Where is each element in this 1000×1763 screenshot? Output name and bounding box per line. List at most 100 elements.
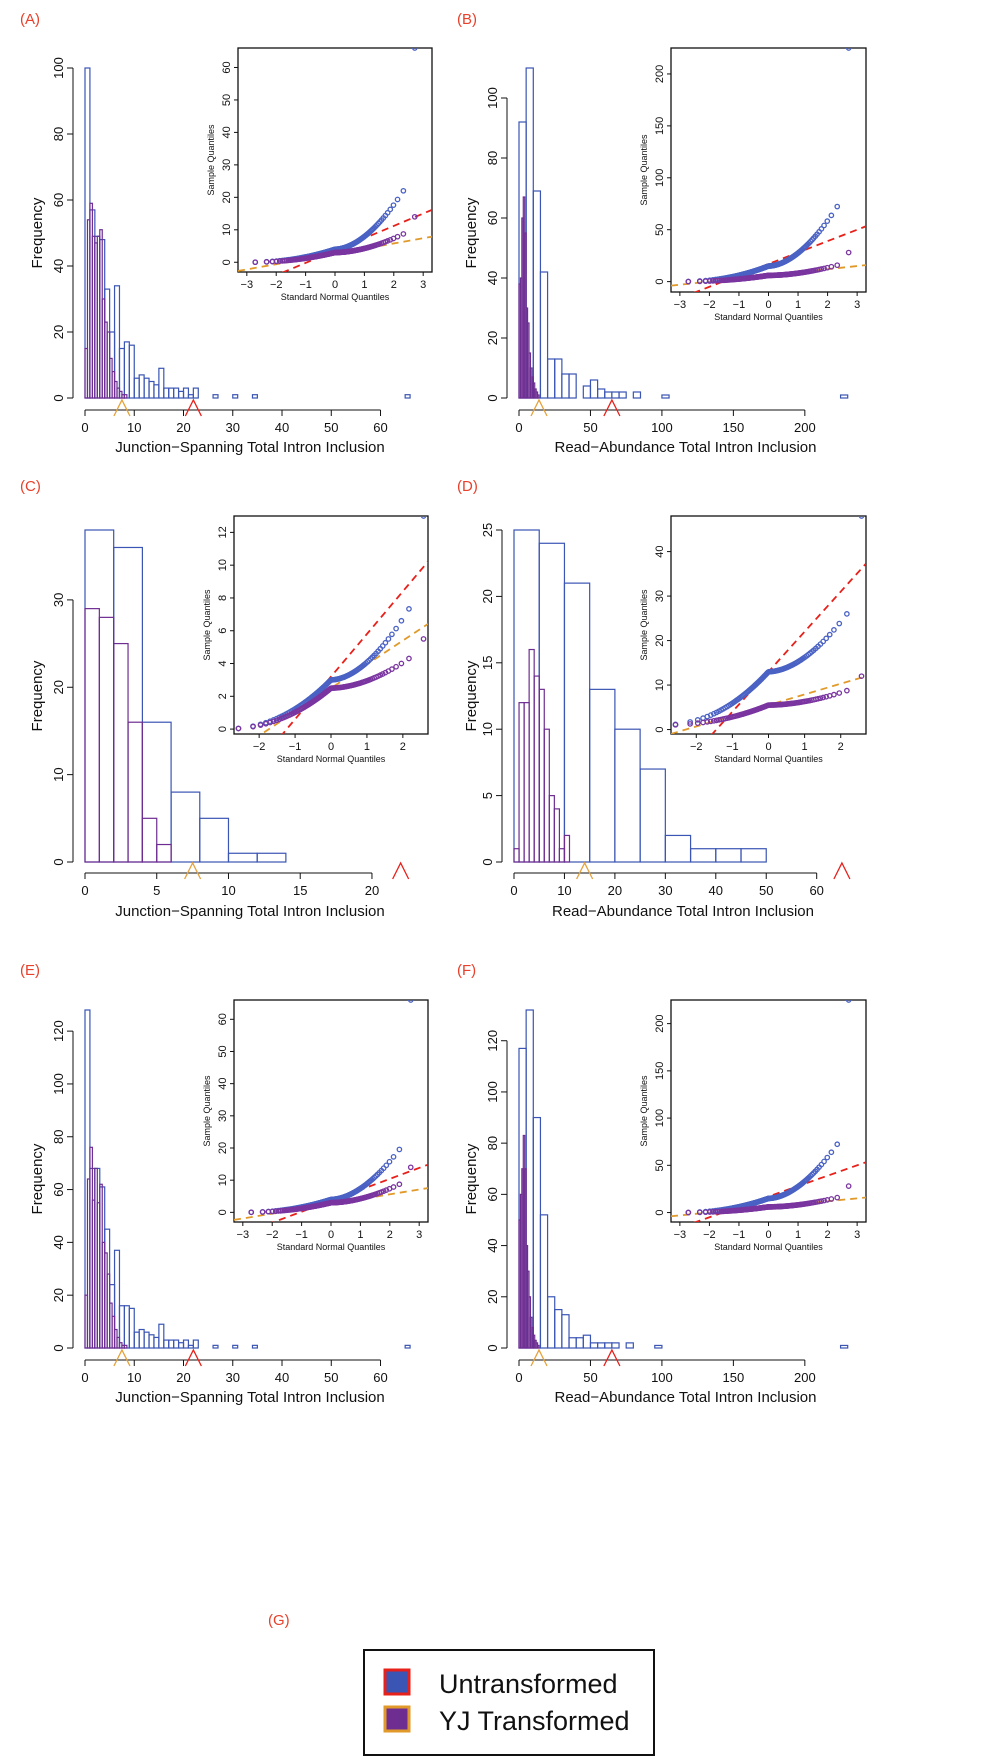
- qq-x-tick-label: 2: [838, 741, 844, 753]
- qq-point: [845, 48, 852, 51]
- qq-point: [685, 1209, 692, 1216]
- qq-point: [235, 725, 242, 732]
- y-axis: 0 20 40 60 80 100: [51, 57, 74, 402]
- qq-point: [384, 209, 391, 216]
- qq-x-axis-title: Standard Normal Quantiles: [714, 312, 823, 322]
- qq-point: [826, 631, 833, 638]
- qq-x-tick-label: −1: [733, 1229, 746, 1241]
- qq-point: [398, 617, 405, 624]
- y-tick-label: 40: [485, 271, 500, 285]
- histogram-bar: [575, 1337, 584, 1349]
- histogram-bar: [597, 388, 606, 399]
- qq-y-axis: 0 50 100 150 200: [654, 65, 671, 285]
- qq-points-untransformed: [672, 516, 865, 728]
- qq-point: [834, 1194, 841, 1201]
- qq-point: [834, 203, 841, 210]
- qq-y-tick-label: 20: [217, 1142, 229, 1154]
- qq-x-tick-label: 2: [825, 1229, 831, 1241]
- histogram-bar: [156, 843, 172, 863]
- qq-line-untransformed: [271, 1163, 428, 1222]
- qq-y-tick-label: 150: [654, 1062, 666, 1080]
- qq-point: [694, 717, 701, 723]
- threshold-marker-untransformed: [603, 1348, 621, 1367]
- qq-y-axis: 0 10 20 30 40 50 60: [217, 1013, 234, 1215]
- qq-point: [816, 266, 822, 273]
- qq-point: [384, 238, 391, 244]
- histogram-transformed: [84, 202, 128, 399]
- y-tick-label: 10: [51, 767, 66, 781]
- qq-point: [270, 718, 277, 725]
- histogram-bar: [143, 377, 150, 399]
- x-axis: 0 10 20 30 40 50 60: [81, 409, 388, 435]
- histogram-bar: [538, 542, 566, 863]
- qq-y-axis-title: Sample Quantiles: [202, 589, 212, 661]
- qq-y-axis: 0 10 20 30 40: [654, 545, 671, 733]
- histogram-bar: [232, 394, 239, 399]
- y-tick-label: 100: [485, 1081, 500, 1103]
- histogram-bar: [118, 347, 126, 399]
- qq-point: [390, 1184, 397, 1190]
- qq-x-tick-label: −2: [270, 279, 283, 291]
- qq-point: [387, 206, 394, 213]
- qq-x-tick-label: −2: [690, 741, 703, 753]
- qq-point: [844, 687, 850, 694]
- qq-point: [821, 1158, 827, 1165]
- histogram-bar: [839, 394, 849, 399]
- y-tick-label: 120: [51, 1020, 66, 1042]
- qq-point: [269, 1208, 276, 1215]
- qq-x-axis: −3 −2 −1 0 1 2 3: [674, 1222, 860, 1241]
- threshold-marker-transformed: [530, 398, 548, 417]
- x-tick-label: 50: [759, 883, 773, 898]
- qq-frame: [670, 999, 867, 1223]
- x-tick-label: 100: [651, 1370, 673, 1385]
- qq-point: [818, 1198, 825, 1204]
- qq-y-tick-label: 100: [654, 1109, 666, 1127]
- histogram-bar: [589, 379, 599, 399]
- histogram-bar: [127, 721, 143, 863]
- qq-frame: [237, 47, 433, 273]
- y-tick-label: 60: [51, 193, 66, 207]
- histogram-bar: [84, 608, 100, 863]
- histogram-bar: [518, 702, 525, 863]
- qq-y-axis-title: Sample Quantiles: [202, 1075, 212, 1147]
- histogram-bar: [168, 1339, 175, 1349]
- histogram-bar: [536, 394, 540, 399]
- qq-x-tick-label: −2: [266, 1229, 279, 1241]
- qq-x-axis-title: Standard Normal Quantiles: [714, 1242, 823, 1252]
- qq-x-tick-label: −1: [289, 741, 302, 753]
- histogram-transformed: [84, 608, 172, 863]
- panel-label: (F): [457, 962, 476, 979]
- y-tick-label: 40: [51, 1235, 66, 1249]
- qq-y-tick-label: 0: [217, 726, 229, 732]
- qq-x-tick-label: 3: [854, 1229, 860, 1241]
- qq-x-tick-label: −1: [726, 741, 739, 753]
- y-tick-label: 20: [480, 589, 495, 603]
- histogram-bar: [143, 1331, 150, 1349]
- qq-x-axis-title: Standard Normal Quantiles: [277, 754, 386, 764]
- qq-y-tick-label: 50: [654, 224, 666, 236]
- x-tick-label: 30: [658, 883, 672, 898]
- qq-y-tick-label: 50: [221, 94, 233, 106]
- qq-y-tick-label: 10: [217, 1174, 229, 1186]
- histogram-bar: [604, 1342, 613, 1349]
- qq-x-tick-label: −1: [299, 279, 312, 291]
- histogram-bar: [177, 390, 185, 399]
- threshold-marker-untransformed: [603, 398, 621, 417]
- y-axis: 0 10 20 30: [51, 593, 74, 866]
- y-tick-label: 80: [485, 1136, 500, 1150]
- x-tick-label: 50: [583, 1370, 597, 1385]
- qq-y-axis-title: Sample Quantiles: [639, 134, 649, 206]
- qq-point: [858, 673, 865, 680]
- qq-point: [385, 636, 392, 642]
- qq-frame: [670, 47, 867, 293]
- qq-point: [818, 226, 825, 232]
- qq-y-tick-label: 10: [654, 679, 666, 691]
- histogram-bar: [123, 1344, 128, 1349]
- qq-y-tick-label: 0: [654, 1209, 666, 1215]
- y-tick-label: 0: [480, 858, 495, 865]
